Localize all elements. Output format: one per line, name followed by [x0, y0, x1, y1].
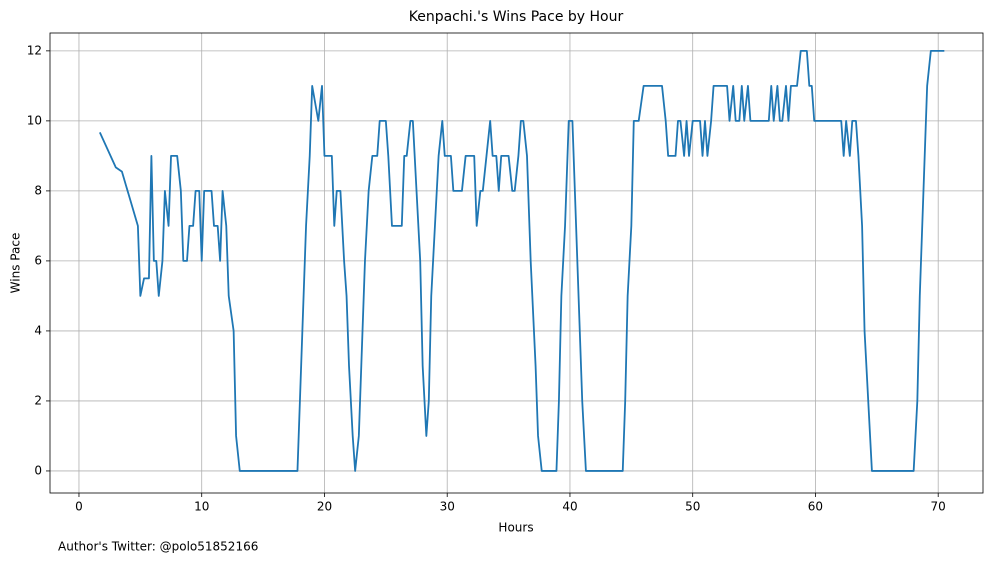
y-tick-label: 0 — [34, 463, 42, 477]
x-tick-label: 20 — [317, 500, 332, 514]
x-tick-label: 10 — [194, 500, 209, 514]
x-tick-label: 70 — [931, 500, 946, 514]
y-tick-label: 6 — [34, 253, 42, 267]
x-tick-label: 40 — [562, 500, 577, 514]
y-tick-label: 10 — [27, 113, 42, 127]
chart-title: Kenpachi.'s Wins Pace by Hour — [409, 9, 624, 25]
x-tick-label: 50 — [685, 500, 700, 514]
x-tick-label: 60 — [808, 500, 823, 514]
y-axis-label: Wins Pace — [9, 233, 23, 294]
y-tick-label: 2 — [34, 393, 42, 407]
x-axis-label: Hours — [498, 521, 533, 535]
y-tick-label: 8 — [34, 183, 42, 197]
plot-frame — [49, 32, 984, 494]
y-tick-label: 4 — [34, 323, 42, 337]
x-tick-label: 30 — [440, 500, 455, 514]
footer: Author's Twitter: @polo51852166 — [58, 540, 258, 554]
y-tick-label: 12 — [27, 43, 42, 57]
x-tick-label: 0 — [75, 500, 83, 514]
data-line — [99, 49, 945, 472]
